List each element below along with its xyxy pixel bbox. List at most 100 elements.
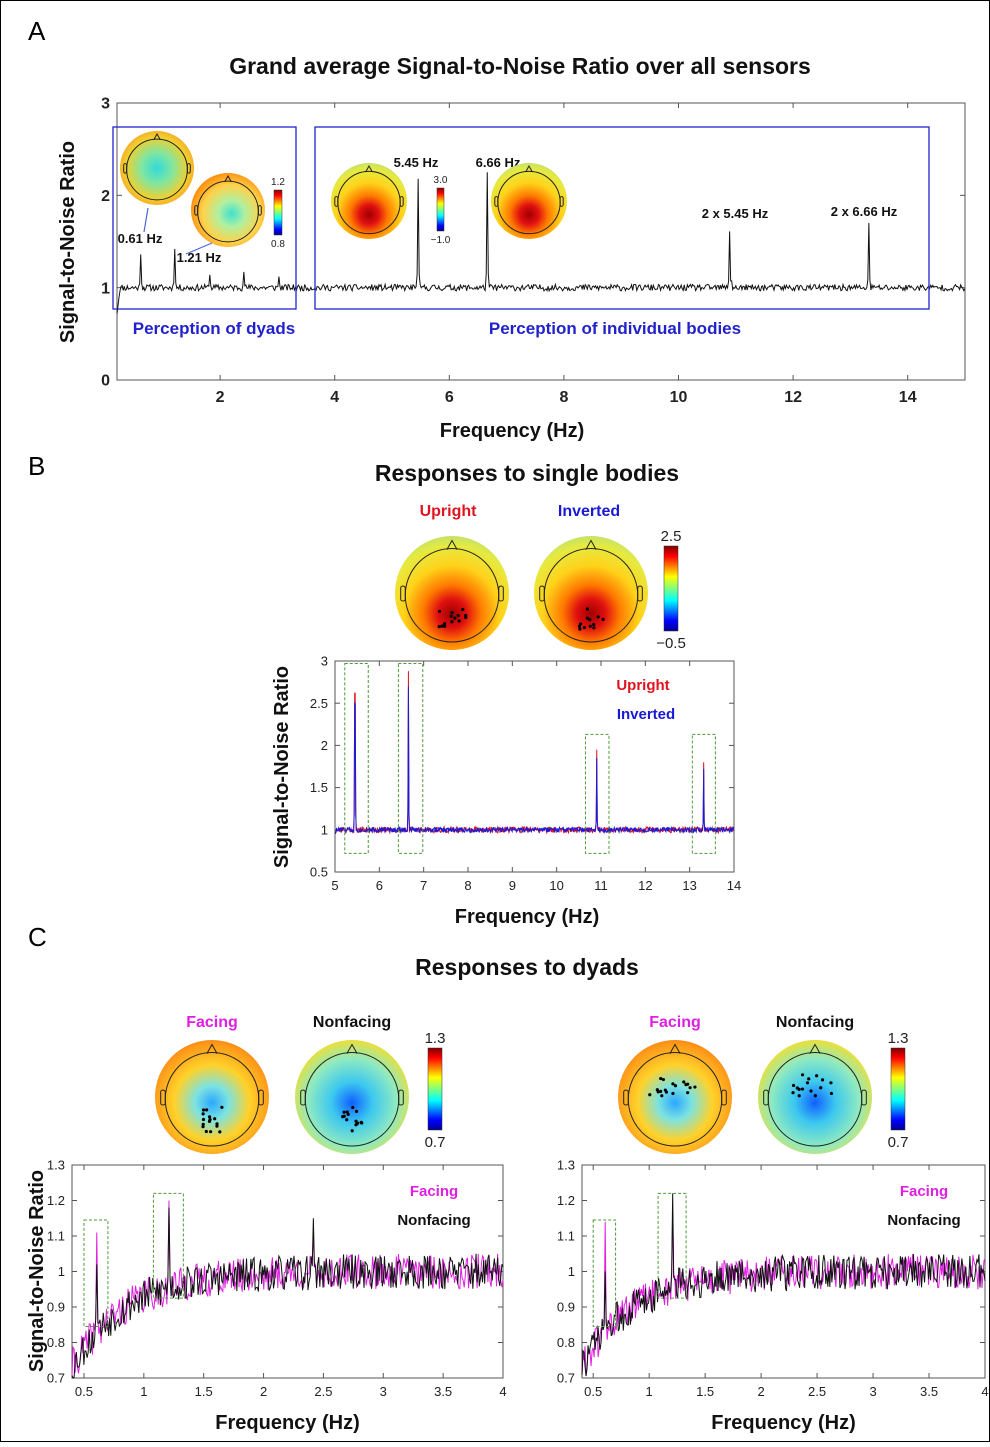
topomap-c-nonfacing-electrode xyxy=(354,1109,359,1113)
x-tick-label: 2 xyxy=(260,1384,267,1399)
x-tick-label: 5 xyxy=(331,878,338,893)
topomap-a-061-right-ear xyxy=(186,163,191,174)
colorbar-c-min-label: 0.7 xyxy=(888,1134,909,1151)
x-tick-label: 0.5 xyxy=(75,1384,93,1399)
y-tick-label: 1.2 xyxy=(47,1193,65,1208)
peak-annotation: 1.21 Hz xyxy=(177,250,222,265)
y-tick-label: 2 xyxy=(101,188,110,205)
topomap-b-inverted-electrode xyxy=(592,623,596,627)
x-tick-label: 6 xyxy=(445,389,454,406)
colorbar-a-small-max-label: 1.2 xyxy=(271,177,285,188)
topomap-b-inverted-electrode xyxy=(585,616,590,620)
y-tick-label: 1.3 xyxy=(557,1158,575,1173)
topomap-c-facing-electrode xyxy=(661,1077,665,1082)
colorbar-a-large xyxy=(436,187,445,232)
x-tick-label: 2.5 xyxy=(808,1384,826,1399)
topomap-c-facing-electrode xyxy=(671,1091,675,1096)
topomap-c-facing-electrode xyxy=(215,1122,219,1126)
topomap-c-nonfacing-map xyxy=(295,1040,409,1154)
topomap-label-nonfacing: Nonfacing xyxy=(776,1014,854,1031)
topomap-c-facing-nose xyxy=(669,1043,681,1054)
y-tick-label: 0 xyxy=(101,373,110,390)
highlight-box-b xyxy=(584,733,610,854)
x-tick-label: 9 xyxy=(509,878,516,893)
y-tick-label: 0.7 xyxy=(557,1371,575,1386)
x-tick-label: 3 xyxy=(869,1384,876,1399)
colorbar-c xyxy=(890,1047,906,1131)
x-tick-label: 13 xyxy=(682,878,696,893)
topomap-b-inverted-map xyxy=(534,536,648,650)
topomap-c-nonfacing-electrode xyxy=(829,1081,833,1085)
plot-area-A xyxy=(116,102,966,381)
legend-entry-nonfacing: Nonfacing xyxy=(887,1212,960,1229)
topomap-a-666-right-ear xyxy=(559,195,564,207)
topomap-c-facing xyxy=(155,1040,269,1154)
topomap-c-facing-electrode xyxy=(686,1091,690,1095)
y-tick-label: 1 xyxy=(58,1264,65,1279)
topomap-b-upright-left-ear xyxy=(400,585,406,602)
x-tick-label: 2.5 xyxy=(314,1384,332,1399)
y-tick-label: 0.9 xyxy=(557,1300,575,1315)
legend-entry-upright: Upright xyxy=(616,677,669,694)
topomap-b-inverted-electrode xyxy=(596,615,600,619)
topomap-c-facing-electrode xyxy=(682,1080,686,1084)
highlight-box-c xyxy=(152,1192,184,1299)
topomap-c-facing-electrode xyxy=(686,1082,690,1086)
topomap-c-nonfacing-electrode xyxy=(797,1094,801,1098)
topomap-c-nonfacing-electrode xyxy=(805,1081,810,1085)
peak-annotation: 6.66 Hz xyxy=(476,155,521,170)
topomap-c-facing-electrode xyxy=(673,1084,678,1088)
topomap-b-inverted-electrode xyxy=(592,626,596,630)
topomap-a-545-nose xyxy=(365,165,373,173)
topomap-c-nonfacing-electrode xyxy=(807,1077,811,1081)
topomap-a-061-nose xyxy=(153,132,161,141)
legend-entry-facing: Facing xyxy=(410,1183,458,1200)
x-tick-label: 4 xyxy=(330,389,339,406)
topomap-c-nonfacing-electrode xyxy=(815,1074,819,1078)
topomap-c-facing-electrode xyxy=(659,1076,663,1081)
topomap-c-nonfacing-electrode xyxy=(345,1110,349,1114)
y-tick-label: 0.5 xyxy=(310,865,328,880)
x-tick-label: 10 xyxy=(549,878,563,893)
x-axis-label-b: Frequency (Hz) xyxy=(455,906,599,928)
x-tick-label: 2 xyxy=(216,389,225,406)
topomap-b-upright-electrode xyxy=(449,614,453,618)
y-tick-label: 2.5 xyxy=(310,696,328,711)
topomap-c-nonfacing-electrode xyxy=(356,1121,360,1125)
y-tick-label: 1.5 xyxy=(310,780,328,795)
topomap-c-nonfacing-electrode xyxy=(829,1091,834,1096)
topomap-b-inverted-electrode xyxy=(588,624,592,628)
topomap-a-061-map xyxy=(120,131,194,205)
series-line-nonfacing xyxy=(71,1207,504,1379)
topomap-b-inverted-electrode xyxy=(578,627,582,631)
highlight-box-c xyxy=(657,1192,687,1299)
series-line-upright xyxy=(334,671,735,835)
plot-area-B xyxy=(334,660,735,873)
highlight-box-b xyxy=(344,663,369,854)
annotation-arrow xyxy=(185,242,213,255)
topomap-c-facing-electrode xyxy=(201,1108,206,1112)
topomap-c-facing-left-ear xyxy=(160,1089,166,1106)
topomap-c-nonfacing-electrode xyxy=(820,1078,825,1082)
colorbar-a-large-min-label: −1.0 xyxy=(431,235,451,246)
x-axis-label-a: Frequency (Hz) xyxy=(440,420,584,442)
x-tick-label: 3.5 xyxy=(920,1384,938,1399)
topomap-a-121-right-ear xyxy=(257,205,262,216)
topomap-a-121-map xyxy=(191,173,265,247)
x-tick-label: 3.5 xyxy=(434,1384,452,1399)
x-tick-label: 2 xyxy=(757,1384,764,1399)
topomap-a-121-left-ear xyxy=(194,205,199,216)
topomap-c-facing-electrode xyxy=(659,1089,663,1093)
y-tick-label: 1.2 xyxy=(557,1193,575,1208)
topomap-c-facing-map xyxy=(155,1040,269,1154)
panel-label-b: B xyxy=(28,451,45,481)
y-tick-label: 0.8 xyxy=(557,1335,575,1350)
x-tick-label: 7 xyxy=(420,878,427,893)
topomap-c-nonfacing xyxy=(758,1040,872,1154)
topomap-b-upright-electrode xyxy=(438,609,442,613)
topomap-b-inverted-electrode xyxy=(578,622,583,626)
topomap-b-upright-right-ear xyxy=(498,585,504,602)
topomap-c-facing-electrode xyxy=(204,1129,208,1134)
series-line-facing xyxy=(581,1211,986,1377)
